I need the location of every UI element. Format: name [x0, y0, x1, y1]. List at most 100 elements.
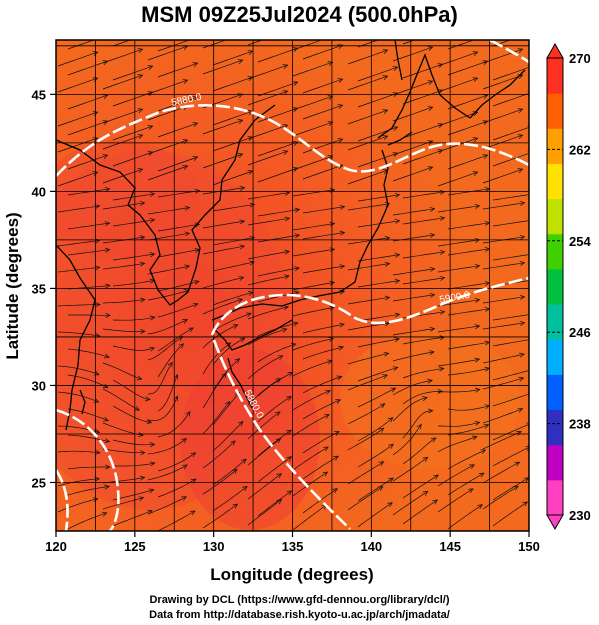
streamline-arrowhead: [194, 222, 201, 228]
streamline: [212, 110, 253, 126]
streamline: [447, 222, 490, 230]
colorbar-segment: [547, 479, 563, 516]
streamline: [147, 438, 187, 455]
streamline: [347, 49, 388, 65]
streamline-arrowhead: [472, 111, 479, 116]
streamline: [357, 92, 398, 108]
streamline: [112, 253, 155, 261]
contour-line-sw-arc2: [56, 469, 69, 531]
streamline: [392, 328, 435, 336]
streamline: [212, 170, 253, 186]
streamline-arrowhead: [282, 64, 289, 69]
streamline-arrowhead: [147, 151, 154, 156]
streamline-arrowhead: [232, 503, 239, 509]
streamline: [447, 282, 490, 290]
streamline: [57, 137, 98, 153]
streamline: [67, 348, 110, 358]
streamline: [67, 249, 110, 256]
streamline-arrowhead: [394, 312, 401, 318]
streamline-arrowhead: [286, 429, 292, 435]
colorbar-segment: [547, 339, 563, 375]
streamline-arrowhead: [429, 350, 435, 356]
streamline: [392, 166, 433, 182]
streamline-arrowhead: [182, 165, 189, 170]
colorbar-label: 270: [569, 51, 591, 66]
streamline: [102, 74, 143, 90]
streamline-arrowhead: [517, 134, 524, 139]
streamline: [57, 111, 98, 127]
streamline-arrowhead: [482, 94, 489, 99]
streamline-arrowhead: [276, 473, 283, 479]
streamline-arrowhead: [147, 509, 153, 515]
streamline-arrowhead: [221, 372, 227, 378]
streamline-arrowhead: [239, 337, 246, 343]
streamline-arrowhead: [422, 490, 429, 496]
streamline: [492, 220, 529, 227]
streamline: [212, 421, 244, 452]
streamline: [492, 153, 529, 167]
streamline-arrowhead: [140, 450, 146, 456]
streamline: [492, 393, 529, 407]
streamline-arrowhead: [324, 414, 330, 419]
x-tick-label: 150: [518, 539, 540, 554]
streamline-arrowhead: [104, 247, 111, 253]
streamline: [247, 64, 288, 80]
streamline-arrowhead: [338, 345, 344, 351]
streamline-arrowhead: [148, 32, 153, 36]
streamline: [202, 277, 244, 289]
streamline-arrowhead: [294, 207, 301, 213]
streamline-arrowhead: [383, 351, 390, 357]
x-tick-label: 125: [124, 539, 146, 554]
streamline-arrowhead: [286, 456, 293, 462]
streamline-arrowhead: [292, 107, 299, 112]
streamline-arrowhead: [525, 446, 529, 451]
streamline: [402, 474, 439, 499]
streamline: [212, 312, 252, 332]
streamline-arrowhead: [327, 95, 334, 100]
streamline: [292, 360, 333, 377]
wind-streamlines: [57, 32, 535, 531]
streamline-arrowhead: [282, 90, 289, 95]
streamline-arrowhead: [517, 407, 524, 413]
streamline-arrowhead: [394, 192, 401, 198]
colorbar-max-arrow: [546, 42, 564, 59]
streamline: [357, 417, 393, 442]
streamline: [292, 446, 329, 471]
streamline-arrowhead: [247, 170, 254, 175]
streamline: [302, 232, 345, 240]
streamline-arrowhead: [474, 387, 481, 393]
footer-credit-drawing: Drawing by DCL (https://www.gfd-dennou.o…: [149, 594, 450, 606]
streamline-arrowhead: [242, 485, 248, 492]
streamline-arrowhead: [519, 260, 526, 266]
streamline: [302, 206, 345, 214]
streamline-arrowhead: [173, 395, 179, 402]
streamline-arrowhead: [94, 204, 101, 209]
streamline-arrowhead: [238, 34, 243, 38]
streamline: [57, 240, 100, 247]
streamline-arrowhead: [149, 315, 156, 321]
streamline-arrowhead: [185, 411, 191, 417]
streamline-arrowhead: [469, 464, 475, 470]
streamline: [357, 387, 396, 408]
streamline-arrowhead: [102, 94, 109, 99]
streamline: [392, 140, 433, 156]
streamline: [437, 265, 480, 273]
streamline: [157, 96, 198, 112]
streamline-arrowhead: [433, 474, 439, 480]
streamline: [67, 120, 108, 136]
streamline: [212, 337, 245, 366]
streamline-arrowhead: [173, 373, 179, 380]
streamline-arrowhead: [284, 249, 291, 255]
streamline: [447, 341, 490, 350]
streamline-arrowhead: [530, 278, 535, 282]
streamline-arrowhead: [382, 75, 389, 80]
streamline: [402, 336, 445, 345]
streamline-arrowhead: [292, 321, 299, 327]
streamline: [147, 165, 188, 181]
streamline-arrowhead: [468, 488, 474, 494]
colorbar-segment: [547, 304, 563, 340]
streamline: [302, 164, 343, 180]
streamline-arrowhead: [339, 204, 346, 210]
streamline: [212, 392, 240, 426]
colorbar-segment: [547, 163, 563, 200]
